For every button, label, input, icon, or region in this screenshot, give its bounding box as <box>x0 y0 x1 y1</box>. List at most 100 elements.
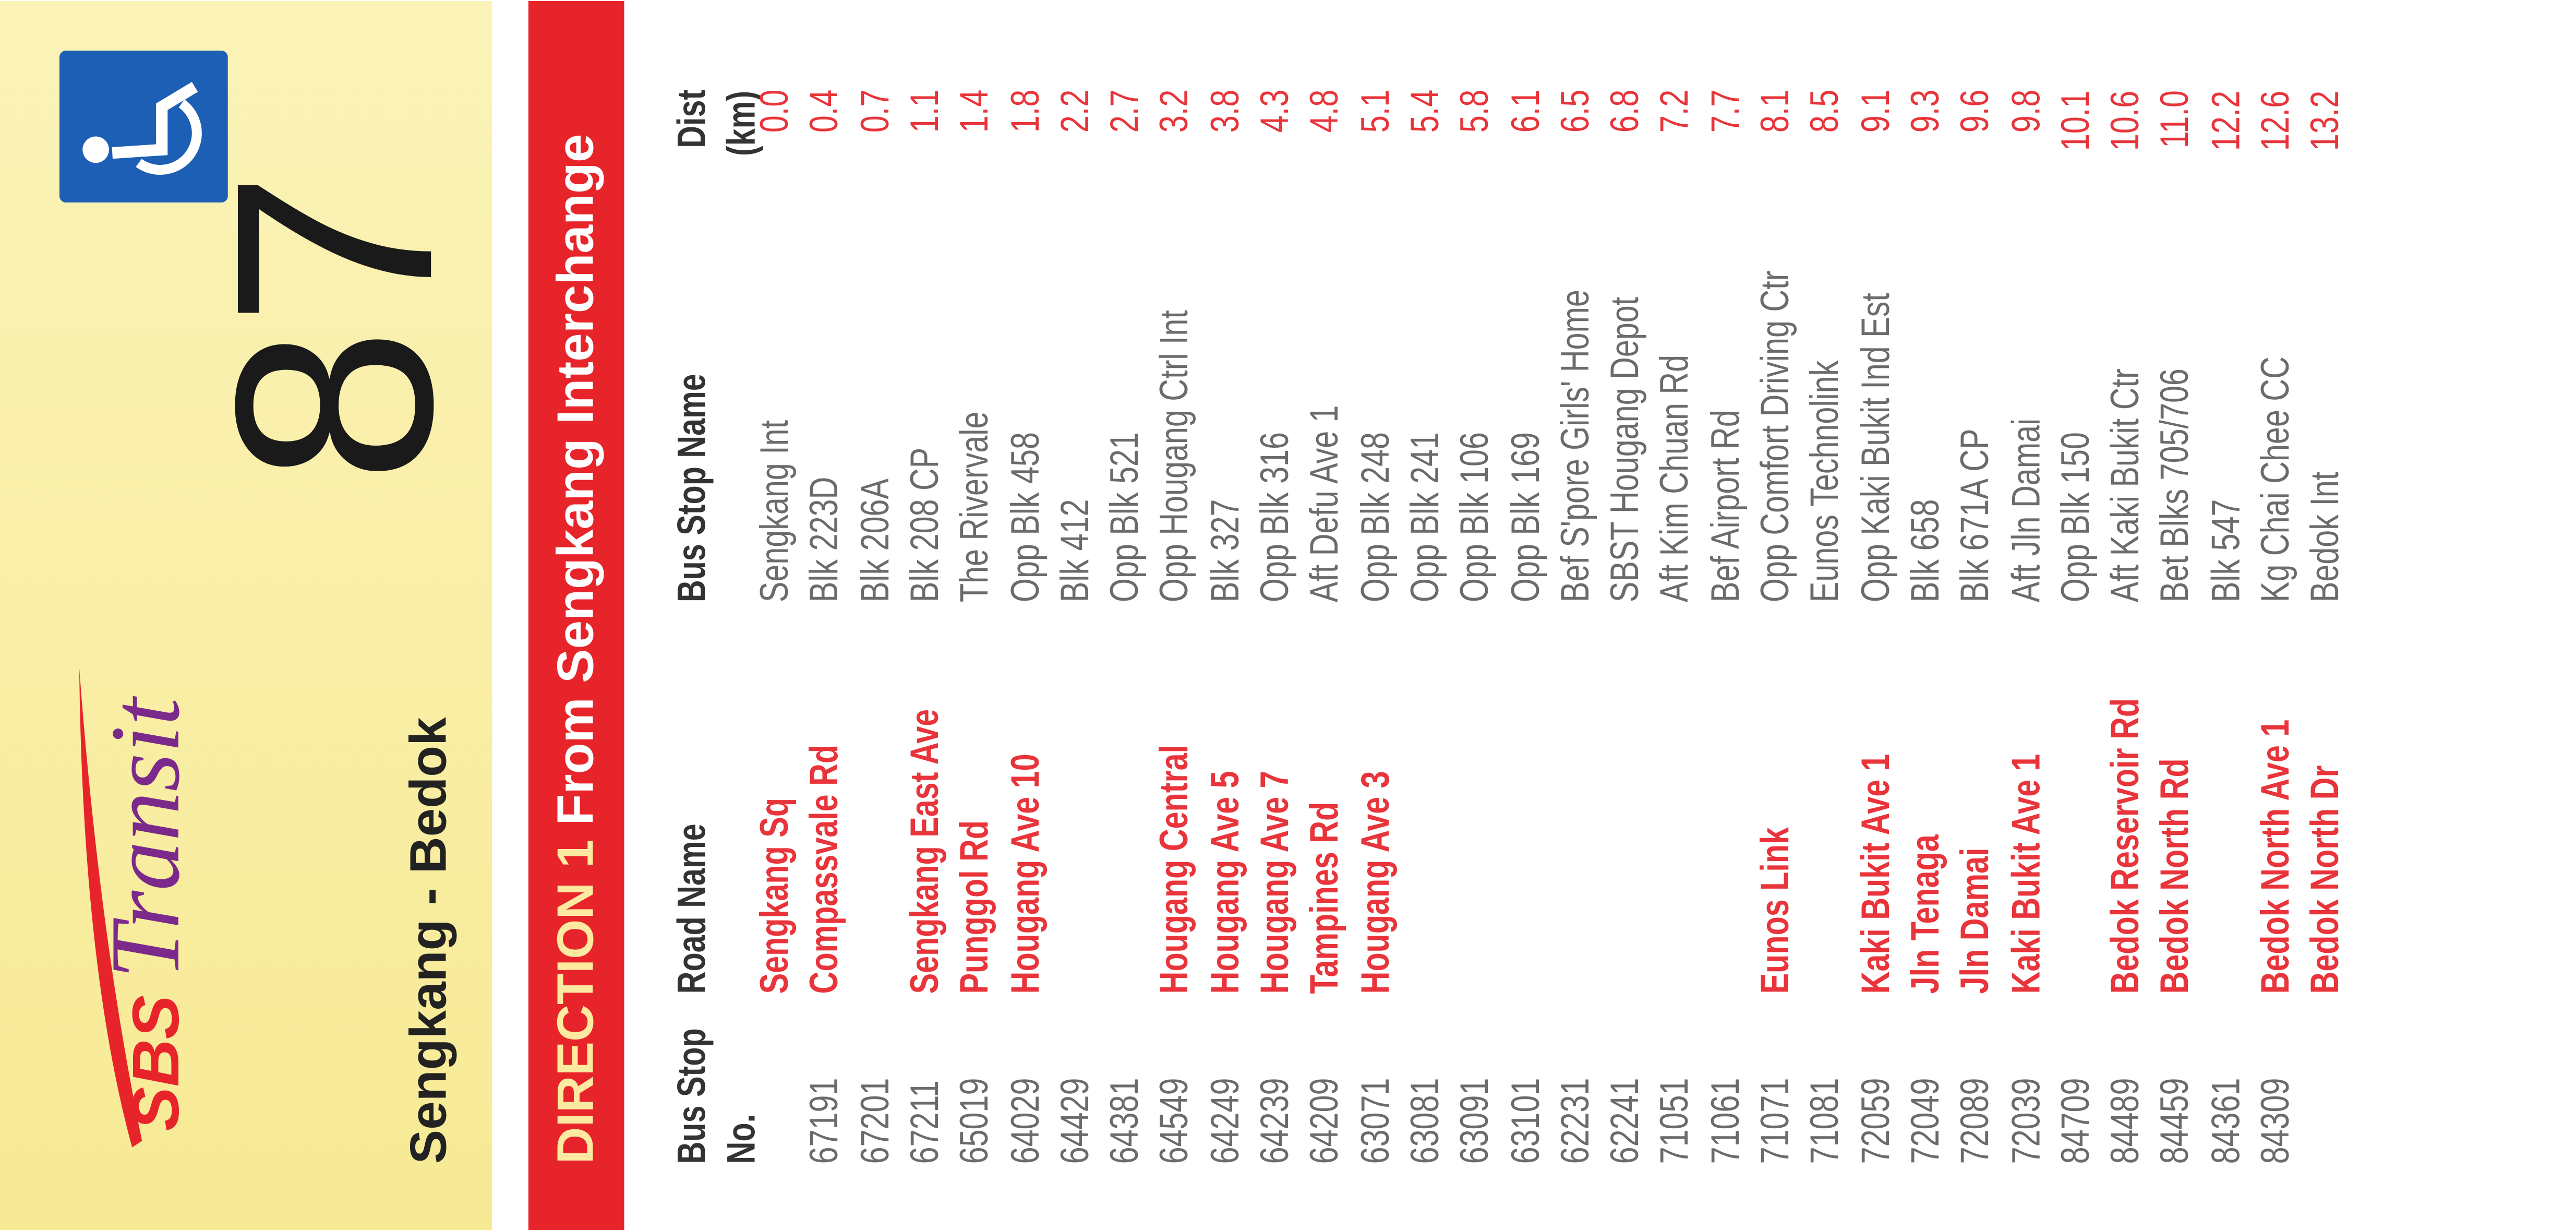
stop-name: Eunos Technolink <box>1803 360 1849 603</box>
stop-name: Opp Blk 106 <box>1453 432 1498 603</box>
stop-name: Opp Kaki Bukit Ind Est <box>1853 293 1898 603</box>
stop-number: 64239 <box>1253 1078 1298 1164</box>
distance: 5.1 <box>1353 90 1398 134</box>
distance: 13.2 <box>2304 90 2349 151</box>
distance: 0.4 <box>803 90 848 134</box>
distance: 6.8 <box>1603 90 1648 134</box>
stop-number: 62241 <box>1603 1078 1648 1164</box>
road-name: Hougang Ave 3 <box>1353 771 1398 994</box>
stop-number: 84489 <box>2104 1078 2149 1164</box>
service-number: 87 <box>178 171 492 484</box>
distance: 6.5 <box>1553 90 1598 134</box>
logo-sbs: SBS <box>118 995 192 1131</box>
distance: 8.5 <box>1803 90 1849 134</box>
route-name: Sengkang - Bedok <box>400 717 458 1164</box>
stop-number: 84709 <box>2054 1078 2099 1164</box>
stop-name: Aft Jln Damai <box>2004 418 2049 603</box>
road-name: Kaki Bukit Ave 1 <box>1853 754 1898 994</box>
stop-name: Opp Blk 248 <box>1353 432 1398 603</box>
road-name: Punggol Rd <box>953 820 998 994</box>
stop-number: 72039 <box>2004 1078 2049 1164</box>
logo: SBS Transit <box>79 668 198 1148</box>
distance: 9.6 <box>1954 90 1999 134</box>
distance: 9.3 <box>1904 90 1948 134</box>
stop-name: Sengkang Int <box>753 420 798 603</box>
road-name: Hougang Central <box>1153 744 1198 994</box>
stop-number: 67211 <box>903 1080 948 1164</box>
stop-number: 71071 <box>1753 1078 1799 1164</box>
stop-name: Aft Defu Ave 1 <box>1303 405 1348 603</box>
stop-number: 64429 <box>1053 1078 1098 1164</box>
stop-name: Blk 658 <box>1904 499 1948 603</box>
stop-name: Opp Blk 241 <box>1403 432 1448 603</box>
stop-name: Opp Hougang Ctrl Int <box>1153 310 1198 603</box>
direction-title: DIRECTION 1 From Sengkang Interchange <box>546 134 605 1164</box>
road-name: Kaki Bukit Ave 1 <box>2004 754 2049 994</box>
stop-name: Aft Kim Chuan Rd <box>1653 354 1699 603</box>
stop-number: 63081 <box>1403 1078 1448 1164</box>
stop-number: 84459 <box>2153 1078 2199 1164</box>
distance: 8.1 <box>1753 90 1799 134</box>
stop-number: 84361 <box>2204 1078 2249 1164</box>
stop-number: 71051 <box>1653 1078 1699 1164</box>
stop-name: Blk 671A CP <box>1954 428 1999 603</box>
stop-name: Bet Blks 705/706 <box>2153 368 2199 603</box>
stop-name: Opp Blk 458 <box>1003 432 1048 603</box>
stop-name: Opp Blk 169 <box>1503 432 1548 603</box>
stop-name: Blk 327 <box>1203 499 1248 603</box>
stop-number: 64549 <box>1153 1078 1198 1164</box>
distance: 5.4 <box>1403 90 1448 134</box>
column-header: Bus Stop Name <box>670 374 715 603</box>
stop-number: 67191 <box>803 1078 848 1164</box>
stop-number: 64249 <box>1203 1078 1248 1164</box>
distance: 2.2 <box>1053 90 1098 134</box>
stop-name: Opp Blk 316 <box>1253 432 1298 603</box>
stop-number: 71061 <box>1703 1078 1749 1164</box>
stop-name: Bef Airport Rd <box>1703 410 1749 603</box>
stop-number: 84309 <box>2254 1078 2299 1164</box>
direction-text: From Sengkang Interchange <box>546 134 605 826</box>
road-name: Jln Damai <box>1954 847 1999 994</box>
distance: 0.7 <box>853 90 898 134</box>
road-name: Tampines Rd <box>1303 802 1348 994</box>
distance: 6.1 <box>1503 90 1548 134</box>
stop-number: 63101 <box>1503 1078 1548 1164</box>
column-header: Road Name <box>670 823 715 994</box>
direction-label: DIRECTION 1 <box>546 839 605 1164</box>
stop-number: 64381 <box>1103 1078 1148 1164</box>
stop-number: 63091 <box>1453 1078 1498 1164</box>
distance: 9.8 <box>2004 90 2049 134</box>
stop-number: 71081 <box>1803 1078 1849 1164</box>
stop-name: SBST Hougang Depot <box>1603 296 1648 603</box>
wheelchair-icon <box>59 50 228 203</box>
road-name: Eunos Link <box>1753 827 1799 994</box>
stop-name: Bedok Int <box>2304 471 2349 603</box>
stop-number: 64209 <box>1303 1078 1348 1164</box>
stop-number: 65019 <box>953 1078 998 1164</box>
distance: 3.8 <box>1203 90 1248 134</box>
distance: 9.1 <box>1853 90 1898 134</box>
distance: 5.8 <box>1453 90 1498 134</box>
distance: 2.7 <box>1103 90 1148 134</box>
distance: 1.4 <box>953 90 998 134</box>
distance: 12.6 <box>2254 90 2299 151</box>
stop-number: 67201 <box>853 1078 898 1164</box>
stop-number: 62231 <box>1553 1078 1598 1164</box>
road-name: Bedok North Dr <box>2304 765 2349 994</box>
stop-name: Blk 208 CP <box>903 447 948 603</box>
distance: 11.0 <box>2153 90 2199 148</box>
stop-number: 72049 <box>1904 1078 1948 1164</box>
stop-name: Opp Comfort Driving Ctr <box>1753 270 1799 603</box>
distance: 4.3 <box>1253 90 1298 134</box>
distance: 0.0 <box>753 90 798 134</box>
road-name: Sengkang East Ave <box>903 709 948 994</box>
distance: 10.6 <box>2104 90 2149 151</box>
stop-number: 72059 <box>1853 1078 1898 1164</box>
stop-name: Blk 206A <box>853 478 898 603</box>
road-name: Sengkang Sq <box>753 797 798 994</box>
column-header: Dist <box>670 90 715 149</box>
logo-transit: Transit <box>91 696 198 979</box>
stop-number: 64029 <box>1003 1078 1048 1164</box>
stop-name: Blk 547 <box>2204 499 2249 603</box>
